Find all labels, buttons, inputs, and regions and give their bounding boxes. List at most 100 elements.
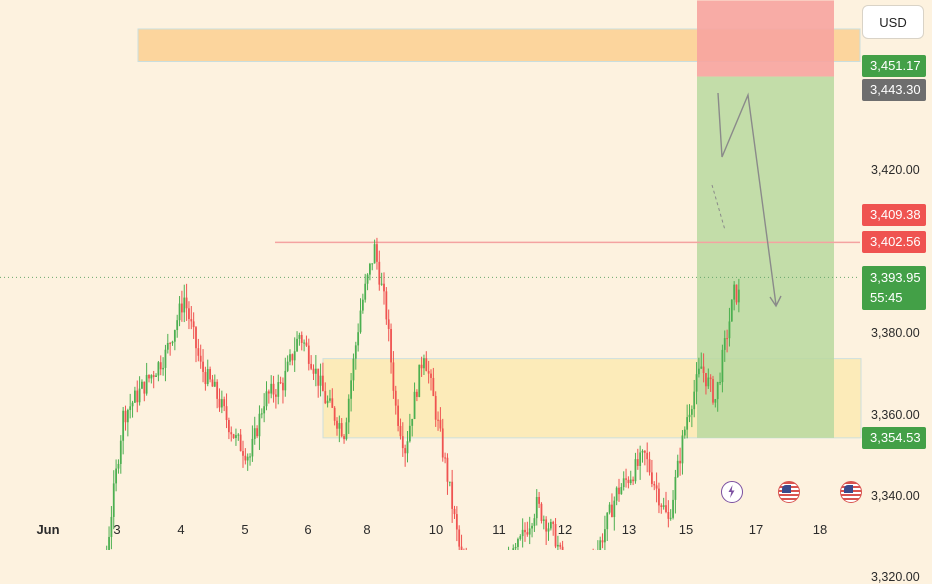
candle-body bbox=[211, 379, 214, 387]
candle-body bbox=[726, 338, 728, 340]
candle-body bbox=[517, 538, 519, 547]
price-tag: 3,409.38 bbox=[862, 203, 926, 226]
candle-body bbox=[364, 283, 367, 300]
candle-body bbox=[636, 459, 639, 466]
candle-body bbox=[336, 420, 338, 429]
candle-body bbox=[669, 517, 672, 519]
candle-body bbox=[524, 529, 526, 533]
candle-body bbox=[305, 342, 308, 346]
candle-body bbox=[279, 382, 282, 384]
candle-body bbox=[263, 406, 266, 414]
candle-body bbox=[599, 540, 602, 550]
candle-body bbox=[230, 432, 233, 435]
candle-body bbox=[679, 460, 681, 464]
candle-body bbox=[216, 381, 219, 399]
candle-body bbox=[324, 391, 327, 404]
lightning-icon[interactable] bbox=[721, 481, 743, 503]
candle-body bbox=[317, 368, 320, 386]
small-projection bbox=[711, 184, 726, 231]
candle-body bbox=[549, 521, 552, 529]
price-tag-value: 3,402.56 bbox=[870, 234, 921, 250]
candle-body bbox=[441, 428, 444, 458]
candle-body bbox=[416, 391, 418, 397]
price-tag-value: 3,393.95 bbox=[870, 270, 921, 286]
candle-body bbox=[220, 399, 223, 408]
candle-body bbox=[282, 382, 284, 391]
candle-body bbox=[343, 436, 345, 440]
candle-body bbox=[714, 399, 717, 403]
us-flag-icon[interactable] bbox=[840, 481, 862, 503]
candle-body bbox=[432, 377, 435, 396]
candle-body bbox=[733, 284, 736, 300]
candle-body bbox=[223, 399, 226, 407]
candle-body bbox=[458, 529, 461, 547]
candle-body bbox=[267, 391, 270, 394]
candle-body bbox=[533, 518, 536, 526]
candle-body bbox=[145, 374, 148, 394]
candle-body bbox=[380, 283, 383, 285]
candle-body bbox=[173, 330, 176, 342]
candle-body bbox=[545, 519, 548, 532]
candle-body bbox=[397, 405, 399, 426]
candle-body bbox=[387, 319, 390, 329]
candle-body bbox=[676, 460, 679, 477]
candle-body bbox=[150, 375, 153, 379]
candle-body bbox=[345, 422, 348, 440]
candle-body bbox=[134, 390, 136, 403]
candle-body bbox=[235, 435, 237, 439]
candle-body bbox=[291, 354, 294, 361]
us-flag-icon[interactable] bbox=[778, 481, 800, 503]
candle-body bbox=[728, 321, 731, 339]
candle-body bbox=[183, 297, 186, 313]
candle-body bbox=[446, 457, 449, 482]
time-axis-label: 12 bbox=[557, 522, 573, 537]
price-tag-value: 3,409.38 bbox=[870, 206, 921, 222]
candle-body bbox=[444, 457, 446, 459]
candle-body bbox=[232, 434, 235, 439]
price-axis-label: 3,320.00 bbox=[871, 570, 920, 584]
candle-body bbox=[369, 263, 371, 275]
price-tag: 3,402.56 bbox=[862, 231, 926, 254]
time-axis-label: 5 bbox=[241, 522, 249, 537]
candle-body bbox=[307, 345, 310, 364]
candle-body bbox=[406, 441, 409, 454]
projection-path bbox=[717, 92, 777, 306]
candle-body bbox=[404, 448, 407, 454]
candle-body bbox=[662, 505, 665, 507]
candle-body bbox=[152, 375, 155, 377]
currency-button[interactable]: USD bbox=[862, 5, 924, 39]
candle-body bbox=[202, 361, 204, 372]
candle-body bbox=[427, 370, 430, 374]
candle-body bbox=[326, 400, 329, 404]
candle-body bbox=[371, 263, 374, 265]
candle-body bbox=[181, 303, 183, 313]
candle-body bbox=[601, 540, 604, 543]
candle-body bbox=[378, 261, 381, 285]
candle-body bbox=[606, 512, 609, 530]
candle-body bbox=[204, 371, 207, 385]
candle-body bbox=[643, 450, 646, 453]
candle-body bbox=[554, 524, 557, 547]
candle-body bbox=[303, 342, 305, 344]
candle-body bbox=[115, 468, 117, 484]
candle-body bbox=[159, 362, 162, 370]
candle-body bbox=[171, 341, 174, 344]
candle-body bbox=[540, 503, 543, 521]
candle-body bbox=[425, 358, 428, 371]
candle-body bbox=[385, 291, 388, 320]
candle-body bbox=[157, 362, 160, 376]
candle-body bbox=[169, 343, 172, 345]
candle-body bbox=[206, 368, 209, 385]
candle-body bbox=[620, 487, 623, 495]
candle-body bbox=[176, 320, 179, 331]
candle-body bbox=[460, 546, 463, 550]
candle-body bbox=[448, 481, 451, 483]
candle-body bbox=[129, 406, 132, 411]
candle-body bbox=[119, 440, 122, 464]
candle-body bbox=[430, 373, 432, 378]
price-chart[interactable] bbox=[0, 0, 932, 550]
candle-body bbox=[329, 398, 331, 401]
candle-body bbox=[674, 476, 677, 500]
candle-body bbox=[239, 434, 242, 452]
